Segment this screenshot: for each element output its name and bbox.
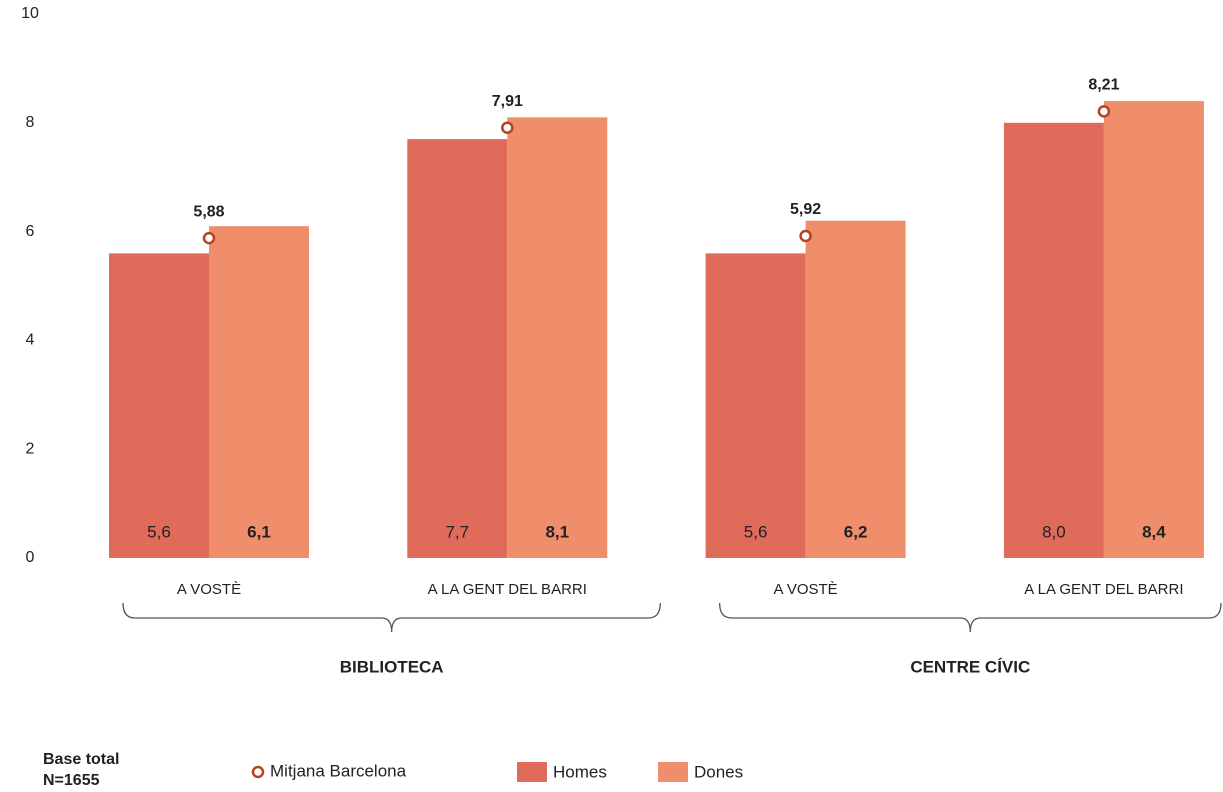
mean-marker	[799, 229, 812, 243]
y-tick-label: 10	[21, 5, 39, 22]
legend-label: Mitjana Barcelona	[270, 761, 407, 780]
x-tick-label: A LA GENT DEL BARRI	[428, 581, 587, 598]
mean-label: 7,91	[492, 93, 523, 110]
note: N=1655	[43, 772, 100, 789]
bar-value-label: 8,1	[545, 522, 569, 541]
bar-value-label: 7,7	[445, 522, 469, 541]
group-brace	[122, 602, 661, 633]
legend-swatch	[517, 762, 547, 782]
legend-label: Homes	[553, 762, 607, 781]
x-tick-label: A VOSTÈ	[773, 581, 837, 598]
bar	[1103, 101, 1204, 558]
y-tick-label: 8	[26, 114, 35, 131]
bar-value-label: 8,0	[1042, 522, 1066, 541]
group-label: CENTRE CÍVIC	[910, 657, 1030, 676]
mean-marker	[501, 121, 514, 134]
group-brace	[718, 602, 1222, 633]
y-tick-label: 0	[26, 549, 35, 566]
mean-marker	[202, 231, 216, 245]
x-tick-label: A VOSTÈ	[177, 581, 241, 598]
legend-swatch	[658, 762, 688, 782]
note: Base total	[43, 751, 119, 768]
x-tick-label: A LA GENT DEL BARRI	[1024, 581, 1183, 598]
legend-label: Dones	[694, 762, 743, 781]
y-tick-label: 6	[26, 223, 35, 240]
bar	[407, 139, 508, 558]
legend-marker	[251, 765, 265, 779]
bar-value-label: 5,6	[147, 522, 171, 541]
mean-label: 8,21	[1088, 77, 1119, 94]
mean-label: 5,92	[790, 201, 821, 218]
bar-value-label: 5,6	[744, 522, 768, 541]
mean-label: 5,88	[193, 203, 224, 220]
bar-value-label: 6,2	[844, 522, 868, 541]
bar-value-label: 8,4	[1142, 522, 1166, 541]
bar	[209, 226, 309, 558]
bar-value-label: 6,1	[247, 522, 271, 541]
bar	[1003, 122, 1104, 559]
mean-marker	[1097, 105, 1111, 118]
bar	[705, 253, 806, 559]
y-tick-label: 4	[26, 332, 35, 349]
bar	[805, 220, 906, 558]
bar	[109, 253, 209, 559]
group-label: BIBLIOTECA	[340, 657, 444, 676]
bar	[507, 117, 608, 559]
y-tick-label: 2	[26, 440, 35, 457]
